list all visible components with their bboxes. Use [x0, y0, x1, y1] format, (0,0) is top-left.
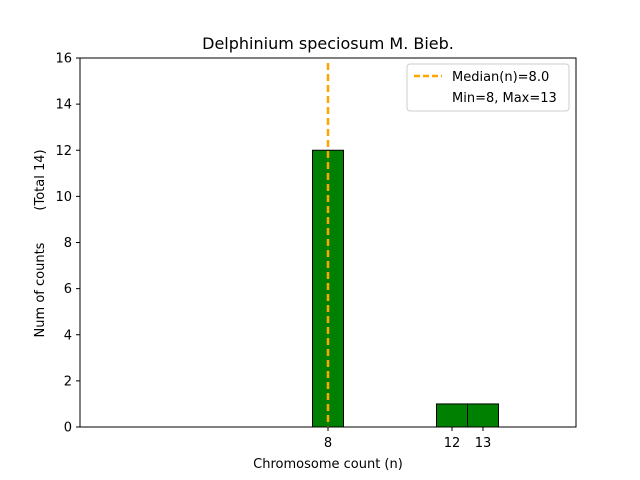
x-axis-label: Chromosome count (n) [253, 457, 403, 472]
bar-13 [467, 403, 499, 428]
legend-box [406, 63, 570, 112]
y-tick-label: 8 [64, 236, 72, 251]
y-axis-label: Num of counts [33, 242, 48, 337]
y-tick-label: 12 [55, 144, 72, 159]
x-tick-label: 13 [475, 436, 492, 451]
y-tick-label: 14 [55, 98, 72, 113]
x-tick-label: 8 [324, 436, 332, 451]
x-axis-ticks: 8 12 13 [324, 427, 491, 451]
y-tick-label: 16 [55, 52, 72, 67]
x-tick-label: 12 [444, 436, 461, 451]
bar-12 [436, 403, 468, 428]
bars-layer [312, 149, 499, 428]
y-tick-label: 2 [64, 374, 72, 389]
y-tick-label: 6 [64, 282, 72, 297]
y-axis-total-label: (Total 14) [33, 149, 48, 210]
y-tick-label: 0 [64, 421, 72, 436]
legend-entry-minmax: Min=8, Max=13 [452, 91, 557, 106]
y-tick-label: 10 [55, 190, 72, 205]
legend: Median(n)=8.0 Min=8, Max=13 [406, 63, 570, 112]
legend-entry-median: Median(n)=8.0 [452, 70, 549, 85]
y-tick-label: 4 [64, 328, 72, 343]
y-axis-ticks: 0 2 4 6 8 10 12 14 16 [55, 52, 80, 436]
chart-title: Delphinium speciosum M. Bieb. [202, 34, 454, 53]
